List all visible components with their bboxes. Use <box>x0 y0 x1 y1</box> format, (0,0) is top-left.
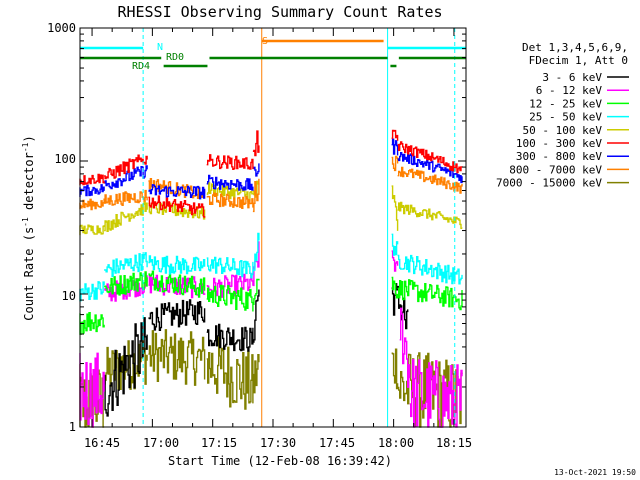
legend-label-6: 300 - 800 keV <box>516 150 602 163</box>
series-25to50keV-segment-2 <box>148 255 206 275</box>
x-tick-label-1715: 17:15 <box>201 436 237 450</box>
rd4-flag-label: RD4 <box>132 61 150 72</box>
series-100to300keV-segment-4 <box>252 130 260 157</box>
series-25to50keV-segment-3 <box>206 256 254 279</box>
series-12to25keV-segment-0 <box>79 312 105 335</box>
series-12to25keV-segment-3 <box>206 284 254 312</box>
y-axis-label-sup2: -1 <box>21 142 30 152</box>
series-7000to15000keV-segment-5 <box>391 348 399 390</box>
flag-layer <box>80 28 466 427</box>
y-axis-label-sup1: -1 <box>21 217 30 227</box>
x-tick-label-1800: 18:00 <box>378 436 414 450</box>
saa-flag-label: S <box>262 36 268 47</box>
y-axis-label-mid: detector <box>22 152 36 217</box>
series-100to300keV-segment-5 <box>391 129 399 141</box>
legend-label-5: 100 - 300 keV <box>516 137 602 150</box>
series-12to25keV-segment-2 <box>148 270 206 298</box>
series-7000to15000keV-segment-2 <box>148 329 206 386</box>
series-300to800keV-segment-1 <box>104 165 148 190</box>
series-3to6keV-segment-1 <box>148 299 206 331</box>
y-tick-label-1000: 1000 <box>47 21 76 35</box>
series-100to300keV-segment-1 <box>104 154 148 180</box>
y-axis-label-main: Count Rate (s <box>22 227 36 321</box>
series-800to7000keV-segment-5 <box>391 155 399 172</box>
series-50to100keV-segment-0 <box>79 224 105 236</box>
series-300to800keV-segment-5 <box>391 138 399 156</box>
series-800to7000keV-segment-0 <box>79 198 105 211</box>
series-12to25keV-segment-6 <box>397 279 463 311</box>
x-tick-label-1815: 18:15 <box>436 436 472 450</box>
legend-label-0: 3 - 6 keV <box>542 71 602 84</box>
series-50to100keV-segment-2 <box>148 201 206 220</box>
series-6to12keV-segment-1 <box>104 273 148 302</box>
rd0-flag-label: RD0 <box>166 52 184 63</box>
axis-layer <box>80 28 466 428</box>
x-tick-label-1730: 17:30 <box>260 436 296 450</box>
series-50to100keV-segment-1 <box>104 201 148 232</box>
series-300to800keV-segment-0 <box>79 184 105 197</box>
legend-label-8: 7000 - 15000 keV <box>496 177 602 190</box>
series-3to6keV-segment-2 <box>206 323 254 352</box>
series-25to50keV-segment-6 <box>397 254 463 285</box>
y-axis-label-end: ) <box>22 135 36 142</box>
series-300to800keV-segment-3 <box>206 174 254 191</box>
series-6to12keV-segment-5 <box>391 250 399 272</box>
series-800to7000keV-segment-1 <box>104 189 148 206</box>
legend-header-1: Det 1,3,4,5,6,9, <box>522 41 628 54</box>
series-50to100keV-segment-6 <box>397 201 463 229</box>
y-tick-label-1: 1 <box>69 420 76 434</box>
y-tick-label-100: 100 <box>54 152 76 166</box>
series-12to25keV-segment-4 <box>252 278 260 305</box>
x-axis-label: Start Time (12-Feb-08 16:39:42) <box>168 454 392 468</box>
series-3to6keV-segment-5 <box>401 297 409 330</box>
series-7000to15000keV-segment-3 <box>206 336 254 410</box>
y-axis-label: Count Rate (s-1 detector-1) <box>21 135 36 320</box>
series-6to12keV-segment-0 <box>79 352 105 428</box>
series-50to100keV-segment-4 <box>252 180 260 198</box>
legend-label-2: 12 - 25 keV <box>529 97 602 110</box>
series-800to7000keV-segment-4 <box>252 178 260 213</box>
series-800to7000keV-segment-3 <box>206 192 254 209</box>
y-tick-label-10: 10 <box>62 289 76 303</box>
series-800to7000keV-segment-6 <box>397 166 463 194</box>
legend-header-2: FDecim 1, Att 0 <box>529 54 628 67</box>
legend: Det 1,3,4,5,6,9, FDecim 1, Att 0 3 - 6 k… <box>496 41 629 190</box>
data-layer <box>79 129 463 428</box>
series-3to6keV-segment-3 <box>252 289 260 343</box>
series-25to50keV-segment-5 <box>391 233 399 256</box>
series-100to300keV-segment-3 <box>206 154 254 170</box>
generated-timestamp: 13-Oct-2021 19:50 <box>554 468 636 477</box>
series-25to50keV-segment-4 <box>252 232 260 272</box>
series-100to300keV-segment-6 <box>397 141 463 174</box>
series-6to12keV-segment-7 <box>409 359 463 428</box>
chart-title: RHESSI Observing Summary Count Rates <box>117 3 442 21</box>
x-tick-label-1745: 17:45 <box>319 436 355 450</box>
series-6to12keV-segment-6 <box>399 307 411 388</box>
legend-label-7: 800 - 7000 keV <box>509 163 602 176</box>
x-tick-label-1645: 16:45 <box>84 436 120 450</box>
x-tick-label-1700: 17:00 <box>143 436 179 450</box>
series-300to800keV-segment-4 <box>252 163 260 177</box>
series-25to50keV-segment-0 <box>79 281 105 302</box>
legend-label-1: 6 - 12 keV <box>536 84 603 97</box>
night-flag-label: N <box>157 42 163 53</box>
series-25to50keV-segment-1 <box>104 252 148 277</box>
series-6to12keV-segment-3 <box>206 273 254 298</box>
series-12to25keV-segment-1 <box>104 271 148 296</box>
series-300to800keV-segment-2 <box>148 184 206 200</box>
legend-label-4: 50 - 100 keV <box>523 124 603 137</box>
series-7000to15000keV-segment-4 <box>252 354 260 394</box>
legend-label-3: 25 - 50 keV <box>529 111 602 124</box>
series-12to25keV-segment-5 <box>391 276 399 299</box>
series-100to300keV-segment-2 <box>148 195 206 218</box>
series-50to100keV-segment-5 <box>391 185 399 231</box>
series-3to6keV-segment-0 <box>104 317 148 417</box>
series-3to6keV-segment-4 <box>391 283 403 321</box>
